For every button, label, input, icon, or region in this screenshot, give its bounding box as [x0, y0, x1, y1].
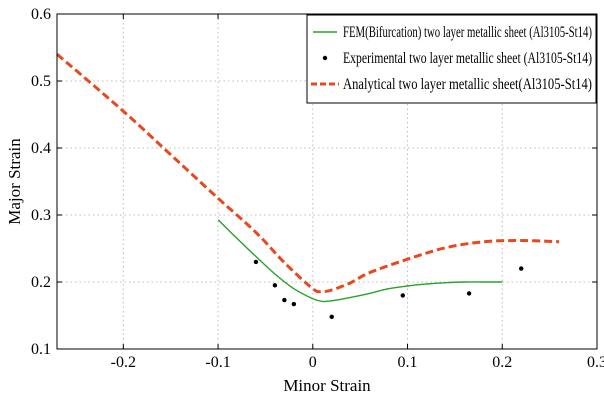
- y-tick-label: 0.3: [31, 207, 51, 224]
- y-tick-label: 0.1: [31, 341, 51, 358]
- series-line-analytical: [56, 53, 560, 294]
- ticks: -0.2 -0.1 0 0.1 0.2 0.3 0.1 0.2 0.3 0.4 0.5 0.6: [31, 6, 604, 371]
- legend-box: [306, 14, 597, 104]
- experimental-point: [253, 259, 259, 265]
- legend: FEM(Bifurcation) two layer metallic shee…: [306, 14, 597, 104]
- experimental-point: [272, 283, 278, 288]
- x-tick-label: 0: [309, 354, 317, 371]
- series-layer: [56, 53, 560, 320]
- experimental-point: [519, 266, 524, 271]
- legend-label-fem: FEM(Bifurcation) two layer metallic shee…: [343, 24, 592, 41]
- legend-label-experimental: Experimental two layer metallic sheet (A…: [343, 50, 592, 67]
- x-tick-label: -0.2: [111, 354, 136, 371]
- x-axis-label: Minor Strain: [283, 376, 371, 395]
- legend-swatch-experimental: [322, 55, 328, 61]
- x-tick-label: 0.2: [492, 354, 512, 371]
- y-tick-label: 0.5: [31, 73, 51, 90]
- legend-label-analytical: Analytical two layer metallic sheet(Al31…: [343, 76, 592, 93]
- y-tick-label: 0.6: [31, 6, 51, 23]
- experimental-point: [291, 301, 297, 307]
- x-tick-label: 0.3: [587, 354, 604, 371]
- x-tick-label: 0.1: [398, 354, 418, 371]
- x-tick-label: -0.1: [205, 354, 230, 371]
- experimental-point: [282, 297, 287, 303]
- y-axis-label: Major Strain: [5, 138, 24, 225]
- series-line-fem: [217, 219, 503, 303]
- experimental-point: [329, 314, 334, 320]
- experimental-point: [400, 293, 405, 298]
- experimental-point: [466, 291, 472, 296]
- y-tick-label: 0.2: [31, 274, 51, 291]
- y-tick-label: 0.4: [31, 140, 51, 157]
- plot-frame: [56, 13, 598, 350]
